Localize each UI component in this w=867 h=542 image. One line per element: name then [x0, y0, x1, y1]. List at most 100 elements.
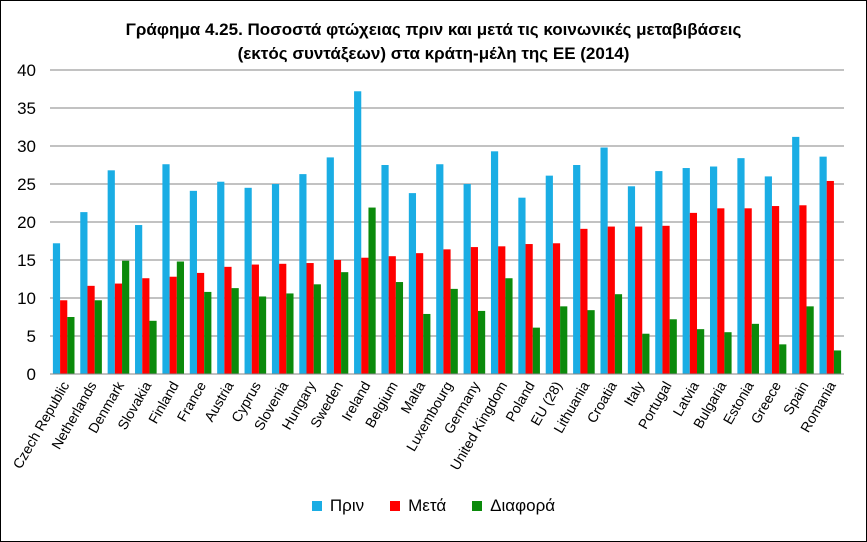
- bar: [627, 186, 636, 374]
- bar: [792, 136, 800, 374]
- bar: [580, 228, 588, 374]
- bar: [443, 249, 451, 374]
- bar: [244, 187, 252, 374]
- bar: [286, 293, 294, 374]
- bar: [251, 264, 259, 374]
- bar: [709, 166, 718, 374]
- legend-item-before: Πριν: [311, 496, 364, 516]
- y-tick-label: 30: [17, 137, 36, 156]
- legend: Πριν Μετά Διαφορά: [0, 496, 867, 516]
- bar: [682, 168, 690, 374]
- bar: [635, 226, 643, 374]
- bar: [614, 294, 623, 374]
- legend-label-difference: Διαφορά: [490, 496, 556, 515]
- bar: [470, 247, 478, 374]
- bar: [299, 174, 307, 374]
- bar: [662, 225, 670, 374]
- bar: [545, 175, 553, 374]
- bar: [395, 282, 404, 374]
- chart-title: Γράφημα 4.25. Ποσοστά φτώχειας πριν και …: [0, 18, 867, 66]
- bar: [333, 260, 342, 374]
- bar: [224, 266, 232, 374]
- bar: [388, 256, 396, 374]
- chart-title-line-1: Γράφημα 4.25. Ποσοστά φτώχειας πριν και …: [125, 20, 742, 39]
- bar: [217, 181, 225, 374]
- bar: [587, 310, 595, 374]
- bar: [689, 212, 698, 374]
- bar: [655, 171, 663, 374]
- chart-title-line-2: (εκτός συντάξεων) στα κράτη-μέλη της ΕΕ …: [237, 44, 630, 63]
- bar: [326, 157, 334, 374]
- bar: [176, 261, 185, 374]
- bar: [505, 278, 513, 374]
- bar: [552, 243, 561, 374]
- bar: [313, 284, 321, 374]
- bar: [354, 91, 362, 374]
- bar: [779, 344, 787, 374]
- y-tick-label: 10: [17, 289, 36, 308]
- legend-swatch-after: [390, 501, 401, 511]
- bar: [80, 212, 88, 374]
- legend-label-after: Μετά: [408, 496, 447, 515]
- y-tick-label: 35: [17, 99, 36, 118]
- bar: [518, 197, 526, 374]
- y-tick-label: 25: [17, 175, 36, 194]
- bar: [819, 156, 827, 374]
- bar: [737, 158, 745, 374]
- bar: [600, 147, 608, 374]
- bar: [751, 323, 759, 374]
- bar: [573, 165, 581, 374]
- bar: [258, 296, 267, 374]
- bar: [669, 319, 677, 374]
- bar: [477, 310, 486, 374]
- bar: [279, 263, 287, 374]
- legend-item-difference: Διαφορά: [472, 496, 555, 516]
- bar: [271, 184, 280, 374]
- bar: [142, 278, 150, 374]
- bar: [436, 164, 444, 374]
- bar: [498, 246, 506, 374]
- bar: [717, 208, 725, 374]
- bar: [408, 193, 417, 374]
- bar: [368, 207, 376, 374]
- bar: [799, 205, 807, 374]
- bar: [525, 244, 533, 374]
- bar: [361, 257, 369, 374]
- y-tick-label: 0: [27, 365, 36, 384]
- bar: [490, 151, 499, 374]
- legend-swatch-before: [311, 501, 322, 511]
- bar: [189, 190, 197, 374]
- bar: [94, 300, 102, 374]
- bar: [826, 180, 834, 374]
- bar: [450, 288, 458, 374]
- y-tick-label: 20: [17, 213, 36, 232]
- bar: [724, 332, 732, 374]
- y-tick-label: 40: [17, 61, 36, 80]
- bar: [231, 288, 239, 374]
- legend-item-after: Μετά: [390, 496, 446, 516]
- bar: [169, 276, 177, 374]
- bar: [52, 243, 61, 374]
- y-tick-label: 15: [17, 251, 36, 270]
- bar: [423, 313, 431, 374]
- bar: [107, 170, 115, 374]
- bar: [744, 208, 752, 374]
- bar: [771, 206, 780, 374]
- bar: [306, 263, 314, 374]
- bar: [560, 306, 568, 374]
- bar: [162, 164, 170, 374]
- bar: [532, 327, 540, 374]
- bar: [607, 226, 615, 374]
- bar: [642, 333, 650, 374]
- bar: [196, 272, 205, 374]
- bar: [60, 300, 68, 374]
- legend-swatch-difference: [472, 501, 483, 511]
- bar: [416, 253, 424, 374]
- bar: [341, 272, 349, 374]
- bar: [381, 165, 389, 374]
- bar: [149, 320, 157, 374]
- bar: [833, 350, 842, 374]
- bar: [697, 329, 705, 374]
- x-tick-label: Italy: [621, 379, 648, 409]
